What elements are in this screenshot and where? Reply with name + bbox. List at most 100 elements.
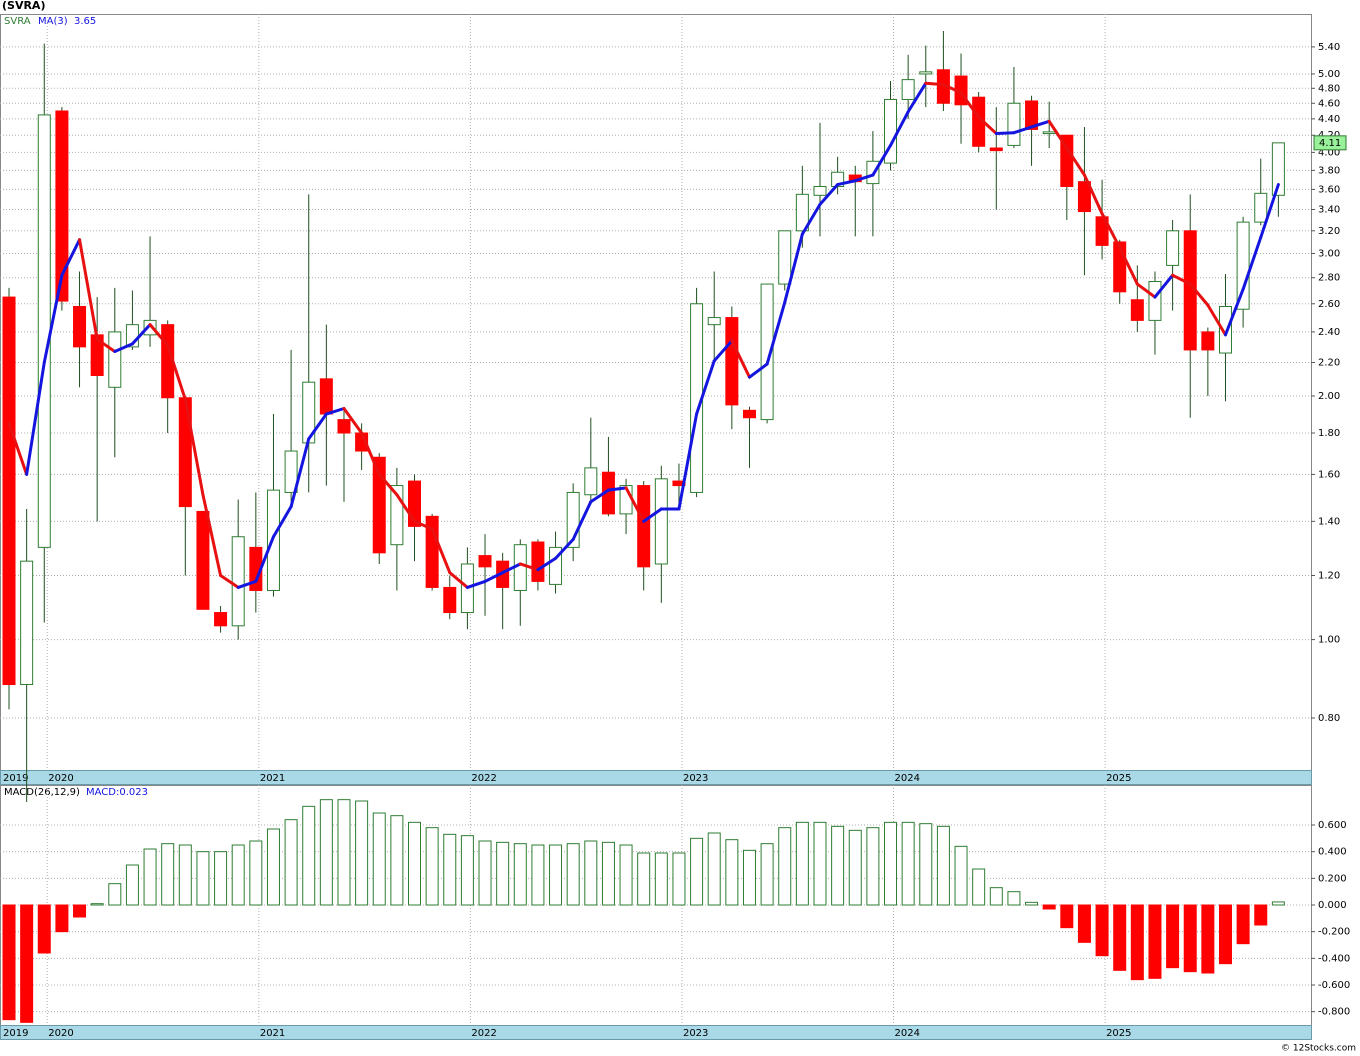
candle-body <box>319 378 333 415</box>
ma-segment <box>536 556 558 572</box>
ma-segment <box>201 493 223 578</box>
macd-bar <box>778 827 792 906</box>
candle-body <box>1236 221 1250 310</box>
y-tick-label: 0.600 <box>1318 820 1347 831</box>
macd-bar <box>742 849 756 906</box>
ma-segment <box>1100 212 1122 250</box>
y-tick-label: 2.00 <box>1318 391 1340 402</box>
ma-segment <box>518 562 540 572</box>
macd-bar <box>919 823 933 906</box>
ma-segment <box>783 232 804 304</box>
last-price-tag <box>1313 135 1347 151</box>
candle-body <box>196 510 210 610</box>
macd-bar <box>37 904 51 954</box>
candle-body <box>1218 305 1232 354</box>
ma-segment <box>1030 119 1051 129</box>
candle-body <box>1201 331 1215 351</box>
ma-segment <box>1206 303 1227 337</box>
y-tick-label: 1.20 <box>1318 571 1340 582</box>
macd-bar <box>1130 904 1144 981</box>
x-tick-label: 2023 <box>683 1028 708 1039</box>
macd-bar <box>619 844 633 906</box>
x-tick-label: 2019 <box>3 1028 28 1039</box>
y-tick-label: 2.80 <box>1318 273 1340 284</box>
macd-bar <box>108 883 122 906</box>
candle-body <box>778 230 792 285</box>
legend-macd: MACD(26,12,9) <box>4 787 80 798</box>
x-tick-label: 2025 <box>1106 773 1131 784</box>
candle-body <box>55 110 69 302</box>
macd-bar <box>972 868 986 906</box>
macd-bar <box>1077 904 1091 943</box>
ma-segment <box>183 398 205 497</box>
macd-bar <box>408 821 422 906</box>
x-tick-label: 2025 <box>1106 1028 1131 1039</box>
ma-segment <box>130 323 152 346</box>
ma-segment <box>413 519 434 531</box>
ma-segment <box>800 202 822 236</box>
candle-body <box>637 485 651 568</box>
macd-bar <box>20 904 34 1023</box>
ma-segment <box>1012 125 1034 135</box>
macd-bar <box>214 851 228 906</box>
candle-body <box>1148 281 1162 321</box>
macd-bar <box>954 845 968 906</box>
date-band <box>0 770 1312 785</box>
macd-bar <box>337 799 351 906</box>
ma-segment <box>1153 273 1175 299</box>
candle-body <box>1130 299 1144 321</box>
x-tick-label: 2022 <box>471 1028 496 1039</box>
macd-bar <box>266 828 280 906</box>
macd-bar <box>513 843 527 906</box>
candle-body <box>1271 142 1285 196</box>
macd-bar <box>372 812 386 906</box>
legend-ma-value: 3.65 <box>74 16 96 27</box>
macd-bar <box>584 840 598 906</box>
ma-segment <box>695 359 716 416</box>
macd-bar <box>707 832 721 906</box>
ma-segment <box>483 571 505 583</box>
macd-bar <box>831 825 845 906</box>
source: © 12Stocks.com <box>1281 1044 1356 1054</box>
macd-bar <box>760 843 774 906</box>
macd-bar <box>302 805 316 906</box>
ma-segment <box>219 574 240 589</box>
y-tick-label: 0.200 <box>1318 873 1347 884</box>
candle-body <box>73 305 87 348</box>
macd-bar <box>390 815 404 906</box>
candle-body <box>284 450 298 493</box>
macd-bar <box>1236 904 1250 945</box>
macd-bar <box>319 799 333 906</box>
macd-bar <box>125 864 139 906</box>
y-tick-label: 4.00 <box>1318 147 1340 158</box>
ma-segment <box>42 273 64 364</box>
candle-body <box>795 193 809 232</box>
ma-segment <box>465 579 487 589</box>
candle-body <box>725 317 739 406</box>
last-price-label: 4.11 <box>1319 138 1341 149</box>
x-tick-label: 2022 <box>471 773 496 784</box>
ma-segment <box>959 91 981 119</box>
ma-segment <box>324 407 346 416</box>
ma-segment <box>1223 287 1245 337</box>
chart-title: (SVRA) <box>2 0 45 12</box>
candle-body <box>1042 131 1056 135</box>
ma-segment <box>765 300 787 366</box>
ma-segment <box>7 421 29 476</box>
macd-bar <box>55 904 69 933</box>
macd-bar <box>989 887 1003 906</box>
candle-body <box>1060 134 1074 187</box>
macd-bar <box>901 821 915 906</box>
macd-bar <box>478 840 492 906</box>
ma-segment <box>747 362 769 379</box>
x-tick-label: 2023 <box>683 773 708 784</box>
candle-body <box>707 317 721 326</box>
candle-body <box>372 456 386 554</box>
y-tick-label: 1.00 <box>1318 635 1340 646</box>
ma-segment <box>271 505 293 539</box>
ma-segment <box>501 562 522 575</box>
candle-body <box>1077 181 1091 213</box>
ma-segment <box>1135 282 1157 299</box>
macd-bar <box>1007 891 1021 906</box>
ma-segment <box>554 537 575 560</box>
